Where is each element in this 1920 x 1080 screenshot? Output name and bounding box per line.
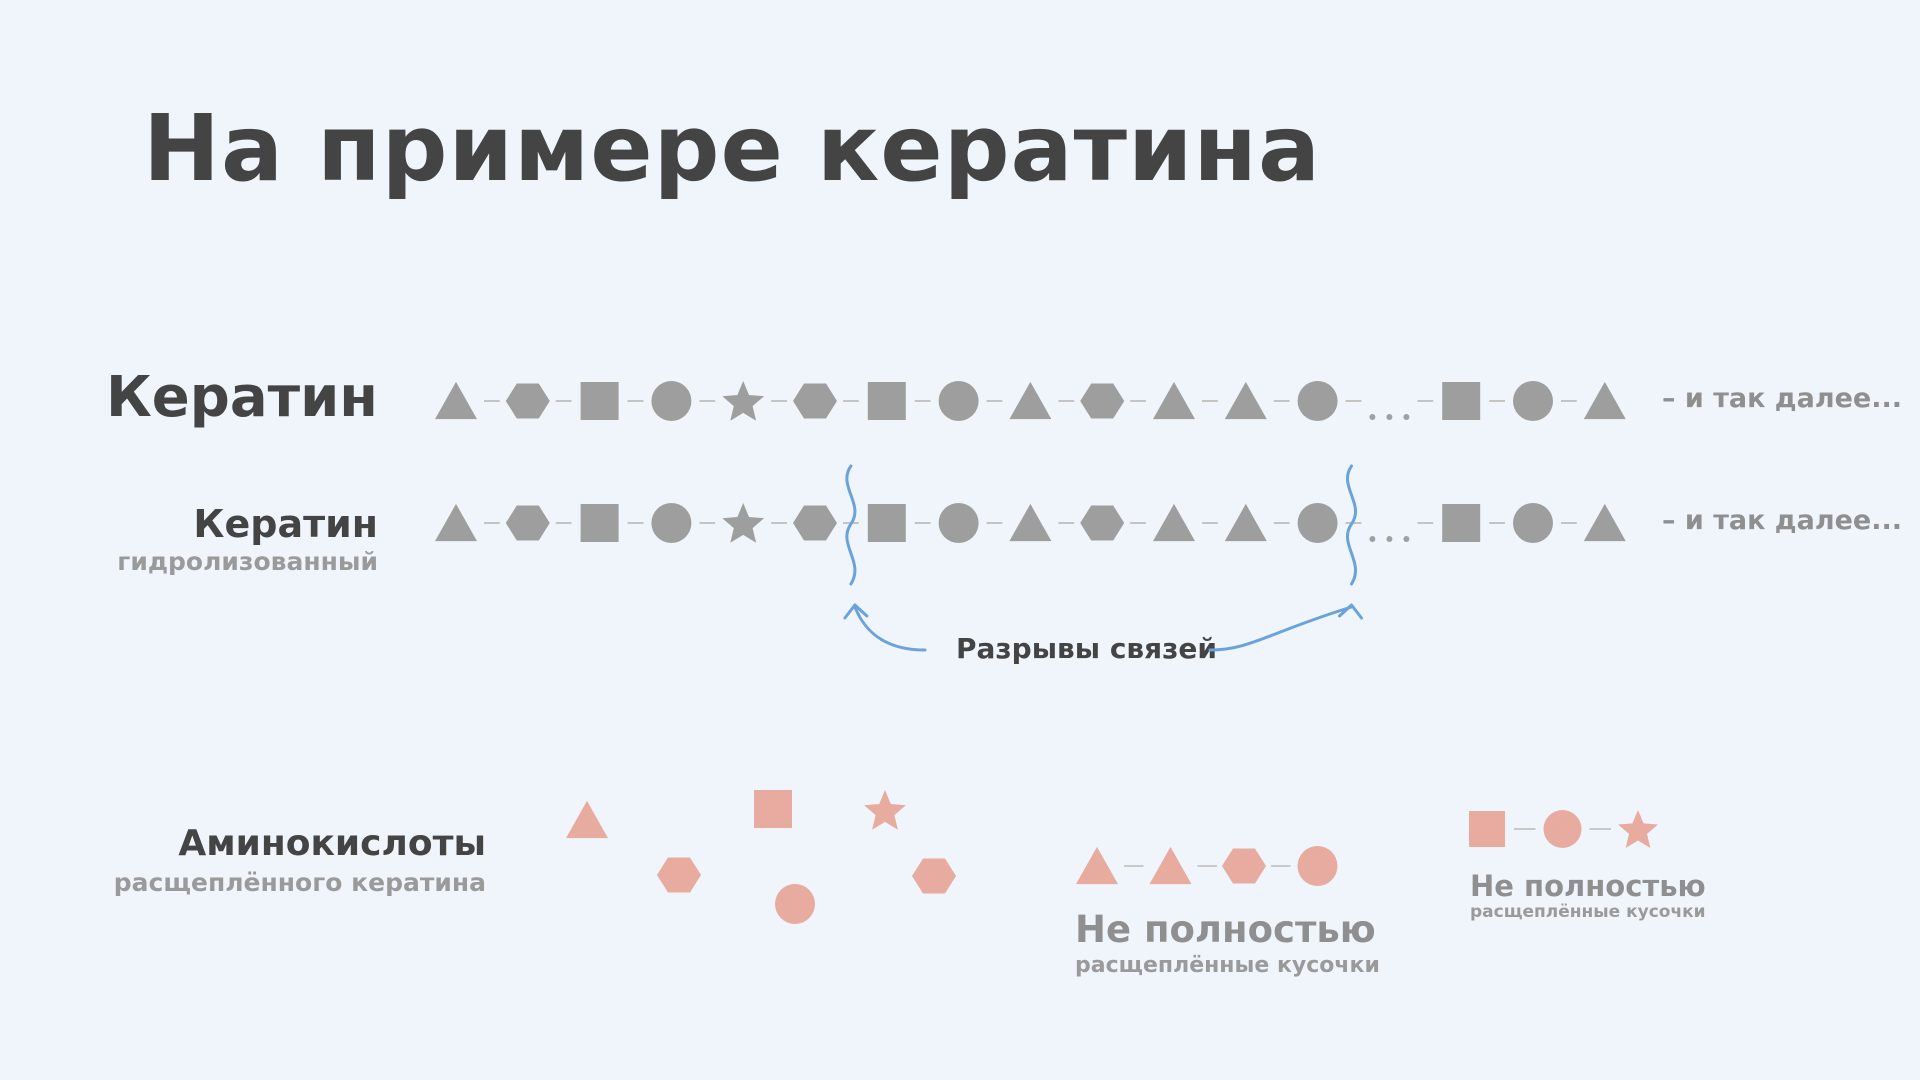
arrowhead-left-icon bbox=[843, 603, 869, 620]
amino-acid-1-square bbox=[754, 790, 792, 828]
keratin-chain-shape-9-hexagon bbox=[1080, 383, 1125, 419]
keratin-chain-shape-12-circle bbox=[1297, 381, 1338, 421]
keratin-chain-ellipsis-dot bbox=[1386, 414, 1393, 420]
hydrolyzed-chain-shape-2-square bbox=[580, 504, 619, 542]
bond-break-wave bbox=[1345, 464, 1358, 586]
hydrolyzed-chain-shape-11-triangle bbox=[1224, 503, 1267, 542]
keratin-chain-shape-6-square bbox=[867, 382, 906, 420]
keratin-chain-shape-14-square bbox=[1442, 382, 1481, 420]
hydrolyzed-keratin-sublabel: гидролизованный bbox=[117, 547, 378, 576]
hydrolyzed-chain-shape-16-triangle bbox=[1583, 503, 1626, 542]
hydrolyzed-chain-shape-5-hexagon bbox=[793, 505, 837, 541]
hydrolyzed-chain-shape-6-square bbox=[867, 504, 906, 542]
keratin-row-label: Кератин bbox=[105, 365, 378, 430]
amino-acid-5-hexagon bbox=[912, 858, 956, 894]
fragment-1-shape-1-triangle bbox=[1149, 846, 1192, 885]
keratin-chain-ellipsis-dot bbox=[1369, 414, 1376, 420]
hydrolyzed-chain-shape-0-triangle bbox=[435, 503, 477, 542]
keratin-chain-shape-5-hexagon bbox=[793, 383, 837, 419]
amino-acid-3-hexagon bbox=[657, 857, 701, 893]
bond-breaks-label: Разрывы связей bbox=[956, 632, 1218, 665]
fragment-1-shape-0-triangle bbox=[1076, 846, 1118, 885]
fragment-2-shape-2-star bbox=[1618, 810, 1658, 848]
keratin-chain-shape-4-star bbox=[722, 381, 765, 421]
keratin-chain-shape-16-triangle bbox=[1583, 381, 1626, 420]
fragment-1-title: Не полностью bbox=[1075, 908, 1376, 951]
amino-acids-sublabel: расщеплённого кератина bbox=[113, 868, 486, 897]
fragment-2-shape-1-circle bbox=[1543, 810, 1582, 848]
hydrolyzed-chain-ellipsis-dot bbox=[1386, 536, 1393, 542]
keratin-chain-shape-0-triangle bbox=[435, 381, 477, 420]
keratin-row-etc: – и так далее... bbox=[1662, 383, 1903, 414]
hydrolyzed-chain-shape-7-circle bbox=[938, 503, 979, 543]
amino-acid-0-triangle bbox=[566, 800, 608, 839]
hydrolyzed-chain-shape-1-hexagon bbox=[505, 505, 550, 541]
keratin-chain-shape-8-triangle bbox=[1009, 381, 1052, 420]
fragment-1-sublabel: расщеплённые кусочки bbox=[1075, 953, 1380, 978]
keratin-chain-shape-7-circle bbox=[938, 381, 979, 421]
hydrolyzed-chain-shape-4-star bbox=[722, 503, 765, 543]
amino-acids-label: Аминокислоты bbox=[178, 823, 486, 864]
arrowhead-right-icon bbox=[1338, 603, 1363, 620]
bond-break-arrow-left bbox=[853, 605, 927, 652]
keratin-chain-shape-10-triangle bbox=[1153, 381, 1195, 420]
hydrolyzed-chain-ellipsis-dot bbox=[1403, 536, 1410, 542]
keratin-chain-ellipsis-dot bbox=[1403, 414, 1410, 420]
hydrolyzed-chain-shape-9-hexagon bbox=[1080, 505, 1125, 541]
bond-break-arrow-right bbox=[1208, 605, 1353, 652]
keratin-chain-shape-2-square bbox=[580, 382, 619, 420]
fragment-2-title: Не полностью bbox=[1470, 869, 1706, 903]
fragment-1-shape-3-circle bbox=[1297, 846, 1338, 886]
fragment-1-shape-2-hexagon bbox=[1222, 848, 1266, 884]
page-title: На примере кератина bbox=[143, 95, 1322, 202]
hydrolyzed-chain-ellipsis-dot bbox=[1369, 536, 1376, 542]
bond-break-wave bbox=[845, 464, 857, 586]
amino-acid-2-star bbox=[864, 790, 906, 830]
keratin-chain-shape-15-circle bbox=[1513, 381, 1553, 421]
fragment-2-sublabel: расщеплённые кусочки bbox=[1470, 902, 1706, 922]
hydrolyzed-chain-shape-10-triangle bbox=[1153, 503, 1195, 542]
hydrolyzed-chain-shape-15-circle bbox=[1513, 503, 1553, 543]
keratin-chain-shape-3-circle bbox=[651, 381, 692, 421]
fragment-2-shape-0-square bbox=[1469, 811, 1505, 847]
hydrolyzed-chain-shape-8-triangle bbox=[1009, 503, 1052, 542]
hydrolyzed-keratin-label: Кератин bbox=[193, 502, 378, 546]
keratin-chain-shape-1-hexagon bbox=[505, 383, 550, 419]
keratin-chain-shape-11-triangle bbox=[1224, 381, 1267, 420]
hydrolyzed-row-etc: – и так далее... bbox=[1662, 505, 1903, 536]
amino-acid-4-circle bbox=[775, 884, 815, 924]
hydrolyzed-chain-shape-14-square bbox=[1442, 504, 1481, 542]
hydrolyzed-chain-shape-3-circle bbox=[651, 503, 692, 543]
hydrolyzed-chain-shape-12-circle bbox=[1297, 503, 1338, 543]
